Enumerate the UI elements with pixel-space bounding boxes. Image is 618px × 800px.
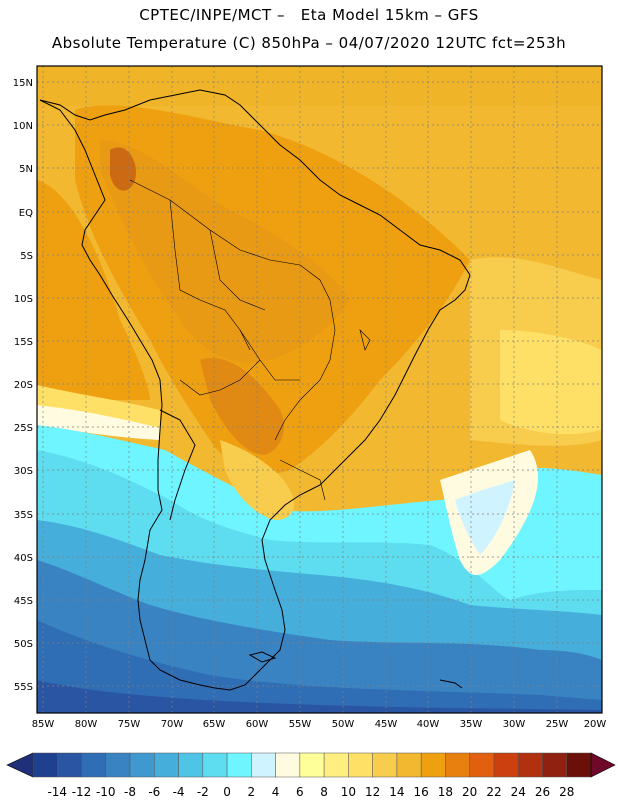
colorbar-swatch: [129, 752, 155, 778]
lat-label: 40S: [14, 553, 33, 564]
colorbar-swatch: [81, 752, 107, 778]
lon-label: 35W: [460, 719, 483, 730]
colorbar-left-arrow: [6, 752, 34, 778]
colorbar-label: -10: [96, 785, 116, 799]
colorbar-swatch: [275, 752, 301, 778]
lon-label: 85W: [32, 719, 55, 730]
country-borders: [129, 179, 371, 501]
lat-label: 30S: [14, 466, 33, 477]
colorbar-swatch: [566, 752, 592, 778]
colorbar-swatch: [396, 752, 422, 778]
colorbar-swatch: [493, 752, 519, 778]
colorbar-swatch: [154, 752, 179, 778]
colorbar-label: 10: [341, 785, 356, 799]
colorbar-label: -12: [72, 785, 92, 799]
colorbar-label: -8: [124, 785, 136, 799]
lon-label: 70W: [161, 719, 184, 730]
colorbar-label: 0: [223, 785, 231, 799]
longitude-axis: 85W 80W 75W 70W 65W 60W 55W 50W 45W 40W …: [32, 719, 607, 730]
colorbar-swatch: [57, 752, 82, 778]
lat-label: 35S: [14, 510, 33, 521]
latitude-axis: 15N 10N 5N EQ 5S 10S 15S 20S 25S 30S 35S…: [13, 78, 33, 693]
colorbar-label: 12: [365, 785, 380, 799]
lat-label: 25S: [14, 423, 33, 434]
coastline: [39, 89, 471, 691]
colorbar-label: 8: [320, 785, 328, 799]
colorbar: -14 -12 -10 -8 -6 -4 -2 0 2 4 6 8 10 12 14 16 18 20 22 24 26…: [6, 752, 616, 799]
colorbar-swatch: [542, 752, 567, 778]
lat-label: 15S: [14, 337, 33, 348]
lon-label: 25W: [546, 719, 569, 730]
colorbar-swatch: [469, 752, 495, 778]
title-line-2: Absolute Temperature (C) 850hPa – 04/07/…: [51, 34, 567, 52]
colorbar-swatch: [202, 752, 228, 778]
lat-label: 5S: [20, 251, 33, 262]
colorbar-label: -4: [173, 785, 185, 799]
colorbar-swatch: [517, 752, 543, 778]
colorbar-label: 22: [486, 785, 501, 799]
colorbar-label: 14: [389, 785, 404, 799]
lat-label: 10S: [14, 294, 33, 305]
colorbar-swatch: [323, 752, 349, 778]
lat-label: 45S: [14, 596, 33, 607]
lon-label: 75W: [118, 719, 141, 730]
colorbar-label: 20: [462, 785, 477, 799]
colorbar-swatch: [445, 752, 470, 778]
lat-label: 55S: [14, 682, 33, 693]
colorbar-swatch: [226, 752, 252, 778]
colorbar-swatch: [420, 752, 446, 778]
colorbar-swatch: [251, 752, 276, 778]
lat-lon-grid: [37, 66, 602, 713]
colorbar-swatch: [178, 752, 204, 778]
lon-label: 50W: [332, 719, 355, 730]
lon-label: 30W: [503, 719, 526, 730]
lat-label: 20S: [14, 380, 33, 391]
colorbar-label: 4: [272, 785, 280, 799]
colorbar-label: 2: [248, 785, 256, 799]
colorbar-label: 18: [438, 785, 453, 799]
colorbar-label: 26: [535, 785, 550, 799]
lat-label: 50S: [14, 639, 33, 650]
title-line-1: CPTEC/INPE/MCT – Eta Model 15km – GFS: [139, 6, 479, 24]
colorbar-label: -6: [148, 785, 160, 799]
lat-label: 5N: [19, 164, 33, 175]
colorbar-swatch: [372, 752, 398, 778]
map-frame: [36, 65, 603, 714]
colorbar-label: 6: [296, 785, 304, 799]
colorbar-right-arrow: [590, 752, 616, 778]
colorbar-label: 28: [559, 785, 574, 799]
lon-label: 55W: [289, 719, 312, 730]
colorbar-swatch: [105, 752, 131, 778]
colorbar-swatch: [348, 752, 373, 778]
colorbar-label: -14: [47, 785, 67, 799]
colorbar-label: 24: [511, 785, 526, 799]
colorbar-label: -2: [197, 785, 209, 799]
lat-label: 10N: [13, 121, 33, 132]
colorbar-swatch: [299, 752, 325, 778]
temperature-field: [37, 66, 602, 713]
lon-label: 20W: [584, 719, 607, 730]
lat-label: EQ: [19, 208, 33, 219]
colorbar-label: 16: [414, 785, 429, 799]
lon-label: 60W: [246, 719, 269, 730]
lat-label: 15N: [13, 78, 33, 89]
lon-label: 45W: [375, 719, 398, 730]
colorbar-swatch: [32, 752, 58, 778]
lon-label: 40W: [417, 719, 440, 730]
lon-label: 65W: [203, 719, 226, 730]
lon-label: 80W: [75, 719, 98, 730]
